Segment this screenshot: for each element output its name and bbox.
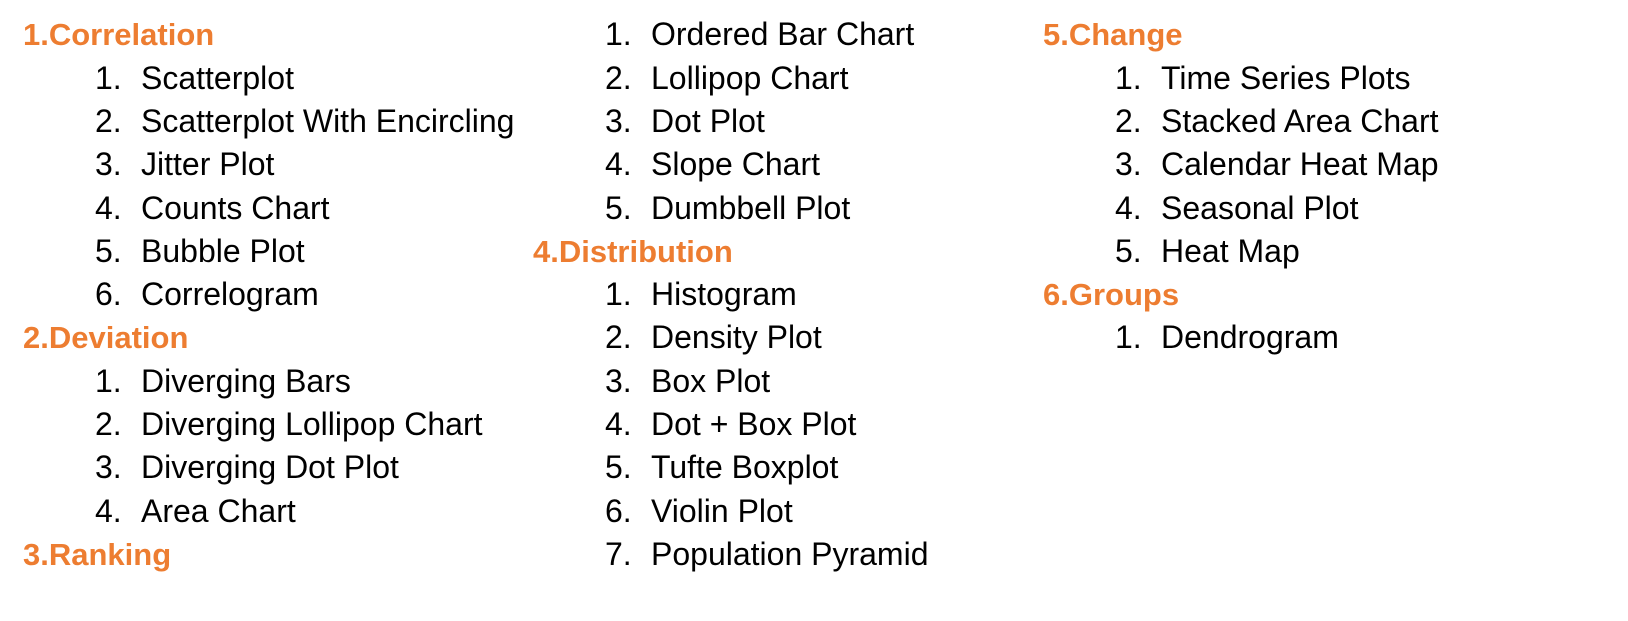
item-number: 1. xyxy=(95,363,122,399)
item-label: Scatterplot With Encircling xyxy=(141,103,515,139)
list-item: 2. Stacked Area Chart xyxy=(1115,99,1438,144)
list-item: 6. Violin Plot xyxy=(605,489,793,534)
list-item: 1. Dendrogram xyxy=(1115,315,1339,360)
item-label: Ordered Bar Chart xyxy=(651,16,915,52)
item-number: 4. xyxy=(605,146,632,182)
item-label: Jitter Plot xyxy=(141,146,275,182)
item-label: Slope Chart xyxy=(651,146,820,182)
item-number: 2. xyxy=(95,406,122,442)
list-item: 5. Tufte Boxplot xyxy=(605,445,838,490)
item-label: Bubble Plot xyxy=(141,233,305,269)
item-number: 6. xyxy=(605,493,632,529)
item-label: Density Plot xyxy=(651,319,822,355)
list-item: 5. Bubble Plot xyxy=(95,229,305,274)
item-label: Correlogram xyxy=(141,276,319,312)
section-heading-ranking: 3.Ranking xyxy=(23,537,172,572)
list-item: 6. Correlogram xyxy=(95,272,319,317)
item-number: 3. xyxy=(95,146,122,182)
item-label: Stacked Area Chart xyxy=(1161,103,1439,139)
item-number: 2. xyxy=(605,319,632,355)
item-label: Dendrogram xyxy=(1161,319,1339,355)
list-item: 2. Lollipop Chart xyxy=(605,56,848,101)
item-number: 1. xyxy=(95,60,122,96)
item-number: 3. xyxy=(1115,146,1142,182)
list-item: 4. Slope Chart xyxy=(605,142,820,187)
list-item: 3. Dot Plot xyxy=(605,99,765,144)
item-label: Dot Plot xyxy=(651,103,765,139)
list-item: 4. Dot + Box Plot xyxy=(605,402,856,447)
item-number: 2. xyxy=(95,103,122,139)
list-item: 7. Population Pyramid xyxy=(605,532,928,577)
section-heading-groups: 6.Groups xyxy=(1043,277,1180,312)
item-number: 5. xyxy=(95,233,122,269)
list-item: 3. Box Plot xyxy=(605,359,770,404)
item-number: 2. xyxy=(605,60,632,96)
item-number: 4. xyxy=(605,406,632,442)
list-item: 3. Diverging Dot Plot xyxy=(95,445,399,490)
list-item: 1. Diverging Bars xyxy=(95,359,351,404)
list-item: 5. Heat Map xyxy=(1115,229,1300,274)
item-label: Diverging Bars xyxy=(141,363,351,399)
list-item: 1. Histogram xyxy=(605,272,797,317)
item-label: Dot + Box Plot xyxy=(651,406,857,442)
item-label: Counts Chart xyxy=(141,190,330,226)
section-heading-correlation: 1.Correlation xyxy=(23,17,215,52)
item-label: Dumbbell Plot xyxy=(651,190,851,226)
item-label: Scatterplot xyxy=(141,60,294,96)
item-label: Histogram xyxy=(651,276,797,312)
list-item: 3. Calendar Heat Map xyxy=(1115,142,1438,187)
item-label: Heat Map xyxy=(1161,233,1300,269)
item-number: 6. xyxy=(95,276,122,312)
item-number: 3. xyxy=(605,363,632,399)
item-number: 4. xyxy=(95,190,122,226)
item-label: Population Pyramid xyxy=(651,536,929,572)
list-item: 1. Time Series Plots xyxy=(1115,56,1411,101)
list-item: 4. Counts Chart xyxy=(95,186,330,231)
item-number: 1. xyxy=(1115,60,1142,96)
item-label: Violin Plot xyxy=(651,493,793,529)
item-label: Seasonal Plot xyxy=(1161,190,1359,226)
list-item: 2. Scatterplot With Encircling xyxy=(95,99,514,144)
item-label: Diverging Dot Plot xyxy=(141,449,399,485)
list-item: 1. Scatterplot xyxy=(95,56,294,101)
section-heading-distribution: 4.Distribution xyxy=(533,234,733,269)
item-number: 4. xyxy=(1115,190,1142,226)
item-number: 3. xyxy=(95,449,122,485)
list-item: 4. Area Chart xyxy=(95,489,296,534)
item-number: 7. xyxy=(605,536,632,572)
item-number: 3. xyxy=(605,103,632,139)
item-number: 1. xyxy=(605,276,632,312)
item-number: 1. xyxy=(605,16,632,52)
item-label: Lollipop Chart xyxy=(651,60,849,96)
item-label: Calendar Heat Map xyxy=(1161,146,1439,182)
item-number: 5. xyxy=(1115,233,1142,269)
list-item: 2. Density Plot xyxy=(605,315,822,360)
item-label: Tufte Boxplot xyxy=(651,449,839,485)
item-label: Diverging Lollipop Chart xyxy=(141,406,483,442)
item-label: Area Chart xyxy=(141,493,296,529)
list-item: 3. Jitter Plot xyxy=(95,142,274,187)
section-heading-deviation: 2.Deviation xyxy=(23,320,189,355)
item-number: 2. xyxy=(1115,103,1142,139)
list-item: 1. Ordered Bar Chart xyxy=(605,12,914,57)
section-heading-change: 5.Change xyxy=(1043,17,1183,52)
item-number: 5. xyxy=(605,449,632,485)
item-label: Box Plot xyxy=(651,363,771,399)
item-number: 1. xyxy=(1115,319,1142,355)
item-number: 4. xyxy=(95,493,122,529)
item-number: 5. xyxy=(605,190,632,226)
list-item: 2. Diverging Lollipop Chart xyxy=(95,402,483,447)
item-label: Time Series Plots xyxy=(1161,60,1411,96)
list-item: 5. Dumbbell Plot xyxy=(605,186,850,231)
list-item: 4. Seasonal Plot xyxy=(1115,186,1358,231)
